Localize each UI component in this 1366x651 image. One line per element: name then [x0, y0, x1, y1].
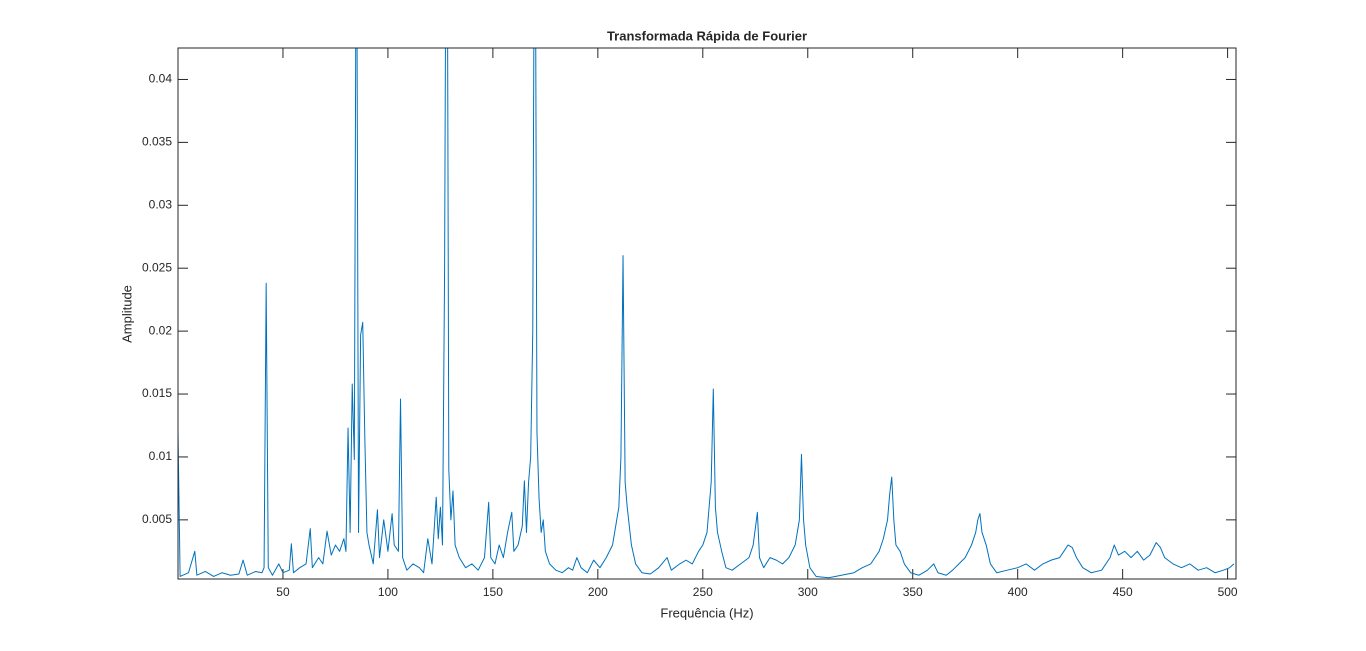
y-tick-label: 0.03 [149, 197, 173, 211]
chart-title: Transformada Rápida de Fourier [607, 28, 807, 43]
y-tick-label: 0.005 [142, 512, 172, 526]
x-tick-label: 200 [588, 585, 608, 599]
y-tick-label: 0.02 [149, 323, 173, 337]
y-tick-label: 0.015 [142, 386, 172, 400]
spectrum-line [178, 48, 1235, 579]
x-tick-label: 300 [798, 585, 818, 599]
axes-box [177, 47, 1237, 580]
y-tick-label: 0.01 [149, 449, 173, 463]
x-tick-label: 500 [1218, 585, 1238, 599]
x-tick-label: 400 [1008, 585, 1028, 599]
y-axis-label: Amplitude [119, 285, 134, 343]
y-tick-label: 0.035 [142, 135, 172, 149]
y-tick-label: 0.04 [149, 72, 173, 86]
ticks: 50 100 150 200 250 300 350 400 450 500 0.005 0.01 0.… [142, 48, 1238, 599]
series-group [178, 48, 1235, 579]
x-tick-label: 100 [378, 585, 398, 599]
x-tick-label: 250 [693, 585, 713, 599]
x-tick-label: 50 [276, 585, 290, 599]
plot-area [178, 48, 1236, 579]
x-tick-label: 350 [903, 585, 923, 599]
y-tick-label: 0.025 [142, 260, 172, 274]
x-tick-label: 450 [1113, 585, 1133, 599]
x-tick-label: 150 [483, 585, 503, 599]
x-axis-label: Frequência (Hz) [660, 605, 753, 620]
